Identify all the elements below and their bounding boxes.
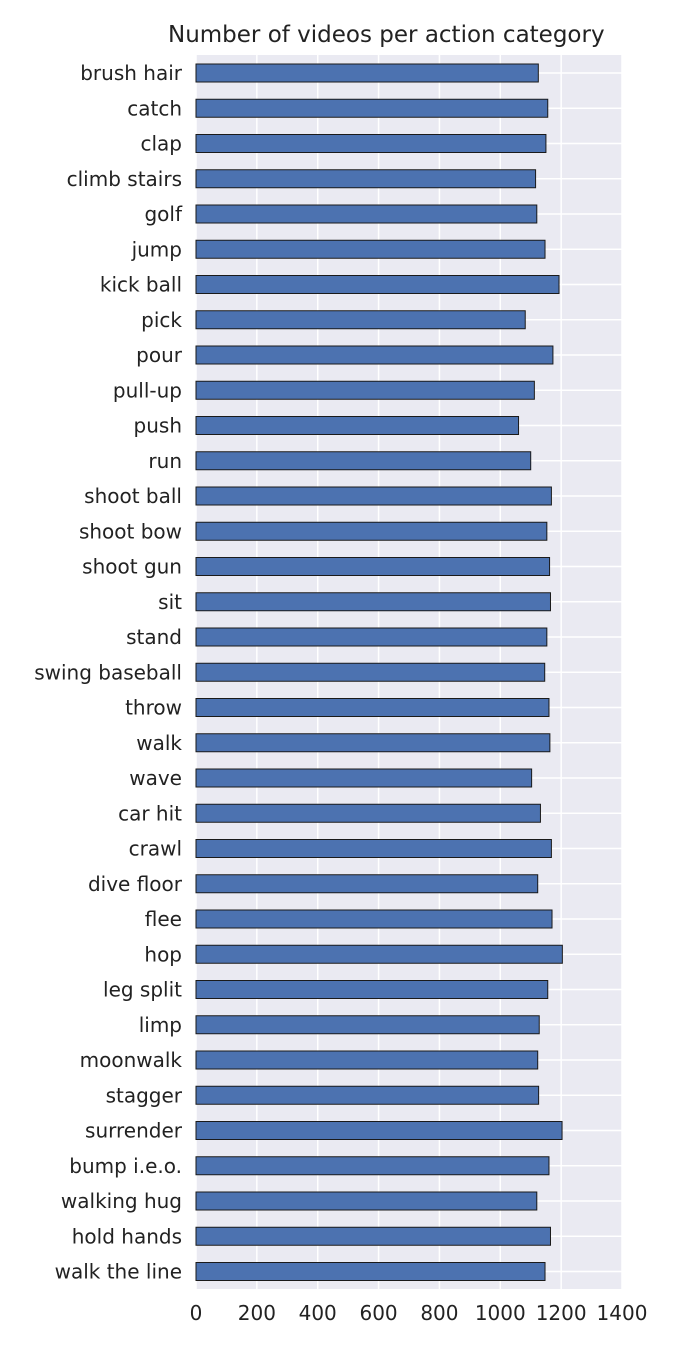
y-tick-label: moonwalk bbox=[80, 1048, 183, 1072]
bar-pick bbox=[195, 310, 526, 330]
bar-run bbox=[195, 451, 532, 471]
x-tick-label: 400 bbox=[299, 1301, 337, 1325]
y-tick-label: surrender bbox=[85, 1119, 183, 1143]
y-tick-label: catch bbox=[127, 96, 182, 120]
bar-walk-the-line bbox=[195, 1262, 546, 1281]
bar-shoot-gun bbox=[195, 557, 551, 576]
y-tick-label: pour bbox=[136, 343, 183, 367]
bar-brush-hair bbox=[195, 63, 539, 83]
chart-title: Number of videos per action category bbox=[168, 22, 605, 48]
y-tick-label: flee bbox=[145, 907, 182, 931]
bars bbox=[195, 63, 563, 1281]
x-tick-label: 200 bbox=[238, 1301, 276, 1325]
y-tick-label: golf bbox=[144, 202, 182, 226]
bar-wave bbox=[195, 768, 533, 788]
bar-golf bbox=[195, 204, 538, 224]
y-tick-label: bump i.e.o. bbox=[69, 1154, 182, 1178]
bar-limp bbox=[195, 1015, 540, 1035]
bar-stagger bbox=[195, 1085, 540, 1105]
y-tick-label: car hit bbox=[118, 801, 182, 825]
x-tick-label: 0 bbox=[190, 1301, 203, 1325]
y-tick-label: swing baseball bbox=[34, 660, 182, 684]
bar-jump bbox=[195, 239, 546, 259]
y-tick-label: hold hands bbox=[72, 1224, 182, 1248]
y-tick-label: limp bbox=[139, 1013, 182, 1037]
y-tick-label: throw bbox=[125, 696, 182, 720]
bar-hold-hands bbox=[195, 1226, 551, 1246]
y-tick-label: kick ball bbox=[100, 273, 182, 297]
bar-pour bbox=[195, 345, 554, 365]
bar-throw bbox=[195, 698, 550, 717]
y-tick-labels: brush hair catch clap climb stairs golf jump k… bbox=[34, 61, 183, 1284]
y-tick-label: run bbox=[148, 449, 182, 473]
y-tick-label: wave bbox=[129, 766, 182, 790]
bar-sit bbox=[195, 592, 551, 612]
y-tick-label: walk bbox=[136, 731, 182, 755]
y-tick-label: clap bbox=[140, 132, 182, 156]
y-tick-label: shoot ball bbox=[84, 484, 182, 508]
bar-stand bbox=[195, 627, 548, 647]
y-tick-label: brush hair bbox=[80, 61, 183, 85]
bar-moonwalk bbox=[195, 1050, 539, 1070]
y-tick-label: sit bbox=[158, 590, 182, 614]
y-tick-label: shoot gun bbox=[82, 555, 182, 579]
y-tick-label: jump bbox=[131, 237, 182, 261]
x-tick-label: 1000 bbox=[475, 1301, 526, 1325]
bar-surrender bbox=[195, 1121, 563, 1140]
y-tick-label: stand bbox=[126, 625, 182, 649]
y-tick-label: push bbox=[134, 414, 182, 438]
bar-car-hit bbox=[195, 803, 541, 823]
y-tick-label: hop bbox=[144, 942, 182, 966]
bar-crawl bbox=[195, 839, 552, 858]
y-tick-label: climb stairs bbox=[67, 167, 182, 191]
bar-walk bbox=[195, 733, 551, 753]
x-tick-label: 1400 bbox=[597, 1301, 648, 1325]
bar-leg-split bbox=[195, 980, 549, 999]
bar-clap bbox=[195, 134, 547, 153]
bar-shoot-bow bbox=[195, 521, 548, 541]
y-tick-label: shoot bow bbox=[79, 519, 182, 543]
bar-dive-floor bbox=[195, 874, 539, 894]
bar-swing-baseball bbox=[195, 662, 546, 682]
y-tick-label: stagger bbox=[106, 1083, 183, 1107]
bar-climb-stairs bbox=[195, 169, 537, 189]
y-tick-label: dive floor bbox=[88, 872, 183, 896]
bar-bump-i-e-o bbox=[195, 1156, 550, 1176]
bar-flee bbox=[195, 909, 553, 929]
bar-catch bbox=[195, 98, 549, 118]
x-tick-label: 800 bbox=[420, 1301, 458, 1325]
y-tick-label: walk the line bbox=[55, 1260, 182, 1284]
bar-pull-up bbox=[195, 380, 535, 400]
bar-shoot-ball bbox=[195, 486, 552, 506]
y-tick-label: leg split bbox=[103, 978, 182, 1002]
bar-kick-ball bbox=[195, 275, 560, 294]
y-tick-label: pull-up bbox=[113, 378, 182, 402]
x-tick-labels: 0 200 400 600 800 1000 1200 1400 bbox=[190, 1301, 648, 1325]
bar-hop bbox=[195, 944, 563, 964]
bar-push bbox=[195, 416, 520, 435]
bar-walking-hug bbox=[195, 1191, 538, 1211]
x-tick-label: 600 bbox=[359, 1301, 397, 1325]
y-tick-label: pick bbox=[141, 308, 182, 332]
y-tick-label: crawl bbox=[129, 837, 182, 861]
y-tick-label: walking hug bbox=[61, 1189, 182, 1213]
x-tick-label: 1200 bbox=[536, 1301, 587, 1325]
